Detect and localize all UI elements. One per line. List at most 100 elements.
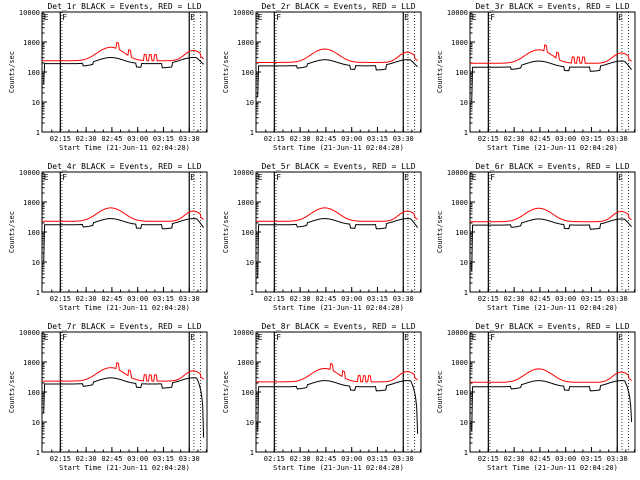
y-axis-label: Counts/sec (8, 211, 16, 253)
plot-frame (255, 11, 422, 133)
y-tick-label: 1000 (23, 39, 40, 47)
plot-frame (469, 11, 636, 133)
y-axis-label: Counts/sec (436, 371, 444, 413)
y-tick-label: 100 (27, 229, 40, 237)
x-tick-label: 02:15 (478, 135, 499, 143)
lld-series-line (42, 362, 204, 382)
panel-6: Det_6r BLACK = Events, RED = LLD 1 10 100 10… (436, 162, 636, 312)
y-tick-label: 10000 (233, 169, 254, 177)
y-axis-label: Counts/sec (222, 371, 230, 413)
x-tick-label: 02:30 (504, 295, 525, 303)
x-tick-label: 03:15 (581, 295, 602, 303)
x-tick-label: 03:30 (179, 455, 200, 463)
y-tick-label: 1 (464, 449, 468, 457)
x-tick-label: 02:45 (529, 295, 550, 303)
marker-label: E (44, 13, 49, 22)
panel-title: Det_9r BLACK = Events, RED = LLD (475, 322, 629, 331)
x-tick-label: 03:00 (555, 135, 576, 143)
y-tick-label: 10000 (447, 9, 468, 17)
y-tick-label: 1000 (237, 199, 254, 207)
x-tick-label: 03:15 (367, 135, 388, 143)
y-axis-label: Counts/sec (222, 51, 230, 93)
x-tick-label: 02:30 (290, 295, 311, 303)
events-series-line (42, 218, 204, 263)
x-tick-label: 02:15 (478, 295, 499, 303)
y-tick-label: 1 (464, 289, 468, 297)
x-tick-label: 03:30 (607, 455, 628, 463)
x-tick-label: 02:30 (76, 295, 97, 303)
y-tick-label: 10 (460, 259, 468, 267)
x-tick-label: 03:30 (607, 135, 628, 143)
x-tick-label: 03:00 (341, 295, 362, 303)
y-tick-label: 10000 (447, 329, 468, 337)
panel-9: Det_9r BLACK = Events, RED = LLD 1 10 100 10… (436, 322, 636, 472)
marker-label: E (472, 333, 477, 342)
panel-title: Det_1r BLACK = Events, RED = LLD (47, 2, 201, 11)
y-tick-label: 100 (455, 389, 468, 397)
events-series-line (42, 377, 205, 438)
panel-title: Det_3r BLACK = Events, RED = LLD (475, 2, 629, 11)
x-tick-label: 02:30 (76, 455, 97, 463)
plot-frame (469, 331, 636, 453)
plot-frame (255, 331, 422, 453)
panel-2: Det_2r BLACK = Events, RED = LLD 1 10 100 10… (222, 2, 422, 152)
marker-label: F (62, 333, 67, 342)
y-tick-label: 1 (250, 289, 254, 297)
x-tick-label: 03:30 (607, 295, 628, 303)
marker-label: E (472, 13, 477, 22)
plot-frame (41, 11, 208, 133)
lld-series-line (42, 207, 204, 222)
lld-series-line (256, 207, 418, 222)
plot-frame (41, 331, 208, 453)
x-tick-label: 02:30 (290, 455, 311, 463)
y-tick-label: 10 (32, 419, 40, 427)
panel-1: Det_1r BLACK = Events, RED = LLD 1 10 100 10… (8, 2, 208, 152)
y-tick-label: 10 (32, 99, 40, 107)
y-tick-label: 10000 (19, 169, 40, 177)
x-tick-label: 02:15 (50, 295, 71, 303)
marker-label: E (258, 173, 263, 182)
x-tick-label: 03:30 (393, 135, 414, 143)
y-tick-label: 100 (241, 229, 254, 237)
x-axis-label: Start Time (21-Jun-11 02:04:20) (59, 464, 190, 472)
x-tick-label: 03:00 (555, 455, 576, 463)
x-axis-label: Start Time (21-Jun-11 02:04:20) (273, 464, 404, 472)
marker-label: E (44, 173, 49, 182)
x-tick-label: 02:15 (50, 135, 71, 143)
plot-frame (469, 171, 636, 293)
x-tick-label: 02:45 (315, 455, 336, 463)
y-axis-label: Counts/sec (222, 211, 230, 253)
y-tick-label: 10 (460, 99, 468, 107)
y-tick-label: 1 (250, 129, 254, 137)
x-tick-label: 03:00 (341, 455, 362, 463)
events-series-line (256, 218, 418, 279)
x-axis-label: Start Time (21-Jun-11 02:04:20) (487, 464, 618, 472)
marker-label: F (276, 173, 281, 182)
y-tick-label: 10 (246, 99, 254, 107)
x-tick-label: 02:15 (264, 295, 285, 303)
marker-label: E (404, 333, 409, 342)
x-tick-label: 02:30 (76, 135, 97, 143)
panel-title: Det_8r BLACK = Events, RED = LLD (261, 322, 415, 331)
x-axis-label: Start Time (21-Jun-11 02:04:20) (487, 144, 618, 152)
y-tick-label: 1000 (451, 39, 468, 47)
y-tick-label: 1000 (23, 359, 40, 367)
marker-label: E (190, 333, 195, 342)
x-axis-label: Start Time (21-Jun-11 02:04:20) (273, 304, 404, 312)
lld-series-line (470, 207, 632, 223)
y-tick-label: 1000 (237, 39, 254, 47)
panel-7: Det_7r BLACK = Events, RED = LLD 1 10 100 10… (8, 322, 208, 472)
x-tick-label: 02:45 (315, 135, 336, 143)
lld-series-line (256, 362, 418, 383)
x-tick-label: 02:45 (315, 295, 336, 303)
x-tick-label: 03:15 (581, 135, 602, 143)
x-tick-label: 03:00 (127, 135, 148, 143)
x-tick-label: 03:15 (153, 295, 174, 303)
x-tick-label: 03:30 (393, 295, 414, 303)
marker-label: F (490, 13, 495, 22)
x-tick-label: 02:15 (264, 135, 285, 143)
y-tick-label: 1 (464, 129, 468, 137)
events-series-line (470, 380, 633, 432)
y-tick-label: 100 (241, 389, 254, 397)
plot-frame (255, 171, 422, 293)
